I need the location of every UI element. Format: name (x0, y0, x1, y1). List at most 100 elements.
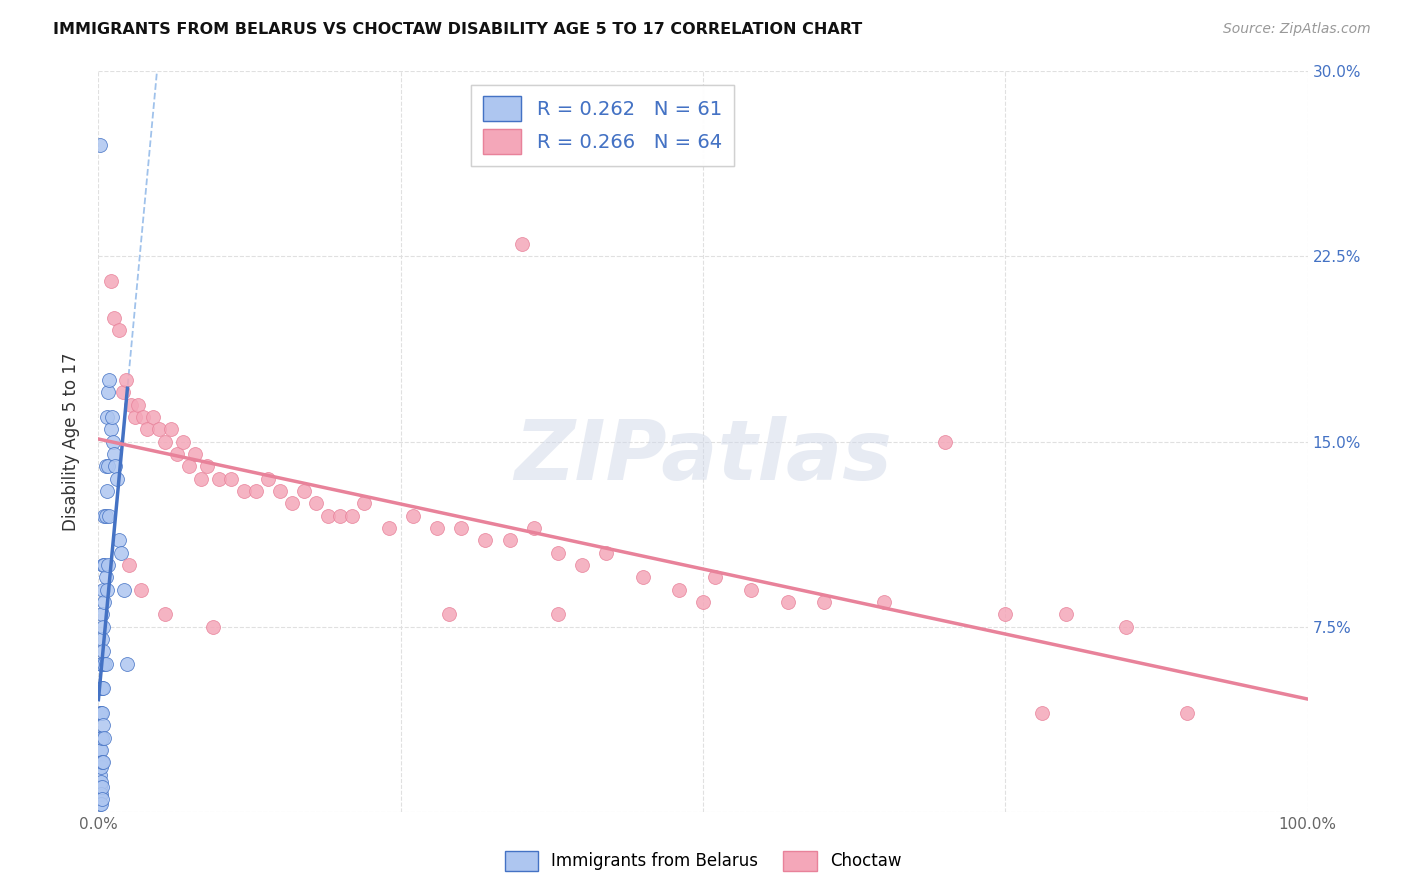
Legend: R = 0.262   N = 61, R = 0.266   N = 64: R = 0.262 N = 61, R = 0.266 N = 64 (471, 85, 734, 166)
Point (179, 459, 201, 474)
Point (89, 743, 111, 757)
Point (153, 434, 176, 449)
Point (91, 619, 114, 633)
Point (89, 788, 111, 802)
Point (100, 422, 122, 436)
Point (668, 582, 690, 597)
Point (91, 731, 114, 745)
Point (498, 533, 520, 548)
Point (377, 521, 399, 535)
Point (103, 447, 125, 461)
Point (402, 508, 425, 523)
Point (90, 788, 112, 802)
Point (93, 595, 115, 609)
Point (94, 508, 117, 523)
Text: IMMIGRANTS FROM BELARUS VS CHOCTAW DISABILITY AGE 5 TO 17 CORRELATION CHART: IMMIGRANTS FROM BELARUS VS CHOCTAW DISAB… (53, 22, 863, 37)
Point (90, 731, 112, 745)
Point (342, 508, 364, 523)
Point (547, 607, 569, 622)
Point (305, 496, 328, 510)
Point (135, 422, 157, 436)
Point (740, 582, 762, 597)
Point (292, 483, 315, 498)
Point (91, 607, 114, 622)
Point (90, 760, 112, 774)
Point (90, 775, 112, 789)
Point (195, 459, 218, 474)
Point (873, 595, 896, 609)
Point (148, 422, 170, 436)
Point (232, 483, 254, 498)
Point (202, 619, 225, 633)
Point (91, 780, 114, 794)
Point (160, 422, 183, 436)
Point (97, 459, 120, 474)
Point (90, 657, 112, 671)
Text: ZIPatlas: ZIPatlas (515, 416, 891, 497)
Point (90, 706, 112, 720)
Point (101, 434, 124, 449)
Point (91, 706, 114, 720)
Point (91, 644, 114, 658)
Point (510, 237, 533, 252)
Point (94, 459, 117, 474)
Point (100, 274, 122, 288)
Point (90, 797, 112, 812)
Point (91, 756, 114, 770)
Point (90, 681, 112, 696)
Point (256, 471, 278, 485)
Point (91, 718, 114, 732)
Point (120, 398, 142, 412)
Point (221, 471, 243, 485)
Point (166, 447, 188, 461)
Point (90, 743, 112, 757)
Point (704, 570, 727, 584)
Point (112, 582, 135, 597)
Point (1031, 706, 1053, 720)
Point (98, 373, 121, 387)
Point (1115, 619, 1137, 633)
Legend: Immigrants from Belarus, Choctaw: Immigrants from Belarus, Choctaw (496, 842, 910, 880)
Point (129, 582, 152, 597)
Point (571, 558, 593, 572)
Point (184, 447, 207, 461)
Point (474, 533, 496, 548)
Point (89, 731, 111, 745)
Point (450, 521, 472, 535)
Point (208, 471, 231, 485)
Text: Source: ZipAtlas.com: Source: ZipAtlas.com (1223, 22, 1371, 37)
Point (110, 546, 132, 560)
Point (91, 558, 114, 572)
Point (127, 398, 149, 412)
Point (91, 756, 114, 770)
Point (190, 471, 212, 485)
Point (89, 780, 111, 794)
Point (153, 607, 176, 622)
Point (103, 311, 125, 326)
Point (316, 508, 339, 523)
Point (91, 792, 114, 806)
Point (269, 483, 291, 498)
Point (89, 797, 111, 812)
Point (93, 508, 115, 523)
Point (100, 409, 122, 424)
Point (96, 483, 118, 498)
Point (776, 595, 799, 609)
Point (91, 582, 114, 597)
Point (115, 373, 138, 387)
Point (547, 546, 569, 560)
Point (93, 657, 115, 671)
Point (91, 632, 114, 646)
Point (104, 459, 127, 474)
Y-axis label: Disability Age 5 to 17: Disability Age 5 to 17 (62, 352, 80, 531)
Point (91, 657, 114, 671)
Point (934, 434, 956, 449)
Point (93, 558, 115, 572)
Point (426, 521, 449, 535)
Point (437, 607, 460, 622)
Point (118, 558, 141, 572)
Point (89, 756, 111, 770)
Point (631, 570, 654, 584)
Point (96, 409, 118, 424)
Point (111, 385, 134, 400)
